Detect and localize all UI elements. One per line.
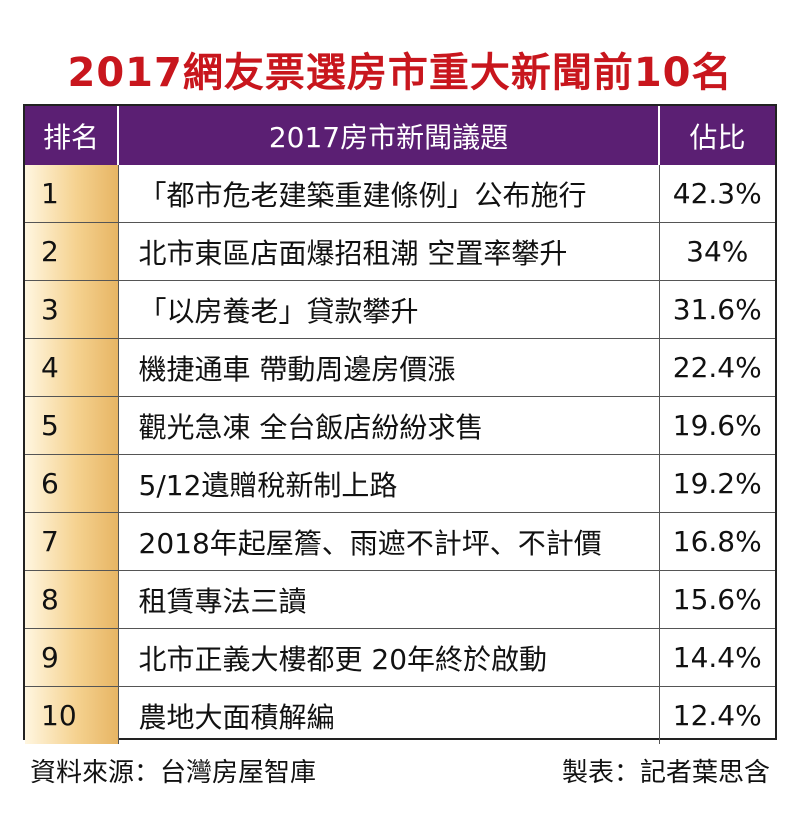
rank-cell: 4 [25, 338, 119, 397]
topic-cell: 農地大面積解編 [118, 686, 660, 744]
header-rank: 排名 [25, 106, 119, 165]
share-cell: 19.2% [659, 454, 775, 513]
share-cell: 15.6% [659, 570, 775, 629]
table-row: 1 「都市危老建築重建條例」公布施行 42.3% [25, 165, 775, 223]
rank-cell: 6 [25, 454, 119, 513]
share-cell: 42.3% [659, 165, 775, 223]
share-cell: 19.6% [659, 396, 775, 455]
topic-cell: 北市東區店面爆招租潮 空置率攀升 [118, 222, 660, 281]
news-table: 排名 2017房市新聞議題 佔比 1 「都市危老建築重建條例」公布施行 42.3% 2… [23, 104, 777, 744]
rank-cell: 8 [25, 570, 119, 629]
chart-title: 2017網友票選房市重大新聞前10名 [67, 50, 733, 96]
topic-cell: 5/12遺贈稅新制上路 [118, 454, 660, 513]
table-header-row: 排名 2017房市新聞議題 佔比 [25, 106, 775, 165]
header-share: 佔比 [659, 106, 775, 165]
rank-cell: 9 [25, 628, 119, 687]
rank-cell: 10 [25, 686, 119, 744]
table-row: 6 5/12遺贈稅新制上路 19.2% [25, 454, 775, 513]
topic-cell: 機捷通車 帶動周邊房價漲 [118, 338, 660, 397]
source-note: 資料來源：台灣房屋智庫 [30, 758, 317, 788]
topic-cell: 「都市危老建築重建條例」公布施行 [118, 165, 660, 223]
topic-cell: 租賃專法三讀 [118, 570, 660, 629]
rank-cell: 5 [25, 396, 119, 455]
share-cell: 12.4% [672, 699, 762, 732]
share-cell: 31.6% [659, 280, 775, 339]
table-row: 2 北市東區店面爆招租潮 空置率攀升 34% [25, 222, 775, 281]
share-cell: 14.4% [659, 628, 775, 687]
topic-cell: 北市正義大樓都更 20年終於啟動 [118, 628, 660, 687]
share-cell: 16.8% [659, 512, 775, 571]
rank-cell: 1 [25, 165, 119, 223]
share-cell: 34% [659, 222, 775, 281]
table-body: 1 「都市危老建築重建條例」公布施行 42.3% 2 北市東區店面爆招租潮 空置率攀升 3… [25, 165, 775, 744]
rank-cell: 2 [25, 222, 119, 281]
rank-cell: 3 [25, 280, 119, 339]
topic-cell: 「以房養老」貸款攀升 [118, 280, 660, 339]
table-row: 3 「以房養老」貸款攀升 31.6% [25, 280, 775, 339]
table-row: 8 租賃專法三讀 15.6% [25, 570, 775, 629]
table-row: 10 農地大面積解編 12.4% [25, 686, 775, 744]
table-row: 5 觀光急凍 全台飯店紛紛求售 19.6% [25, 396, 775, 455]
table-row: 7 2018年起屋簷、雨遮不計坪、不計價 16.8% [25, 512, 775, 571]
header-topic: 2017房市新聞議題 [118, 106, 660, 165]
table-row: 4 機捷通車 帶動周邊房價漲 22.4% [25, 338, 775, 397]
share-cell: 22.4% [659, 338, 775, 397]
topic-cell: 觀光急凍 全台飯店紛紛求售 [118, 396, 660, 455]
table-row: 9 北市正義大樓都更 20年終於啟動 14.4% [25, 628, 775, 687]
author-note: 製表：記者葉思含 [561, 758, 770, 788]
rank-cell: 7 [25, 512, 119, 571]
topic-cell: 2018年起屋簷、雨遮不計坪、不計價 [118, 512, 660, 571]
